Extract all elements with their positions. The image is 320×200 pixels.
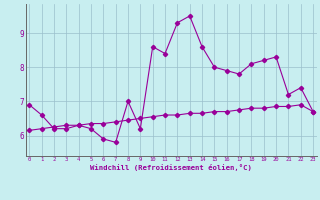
X-axis label: Windchill (Refroidissement éolien,°C): Windchill (Refroidissement éolien,°C) [90, 164, 252, 171]
